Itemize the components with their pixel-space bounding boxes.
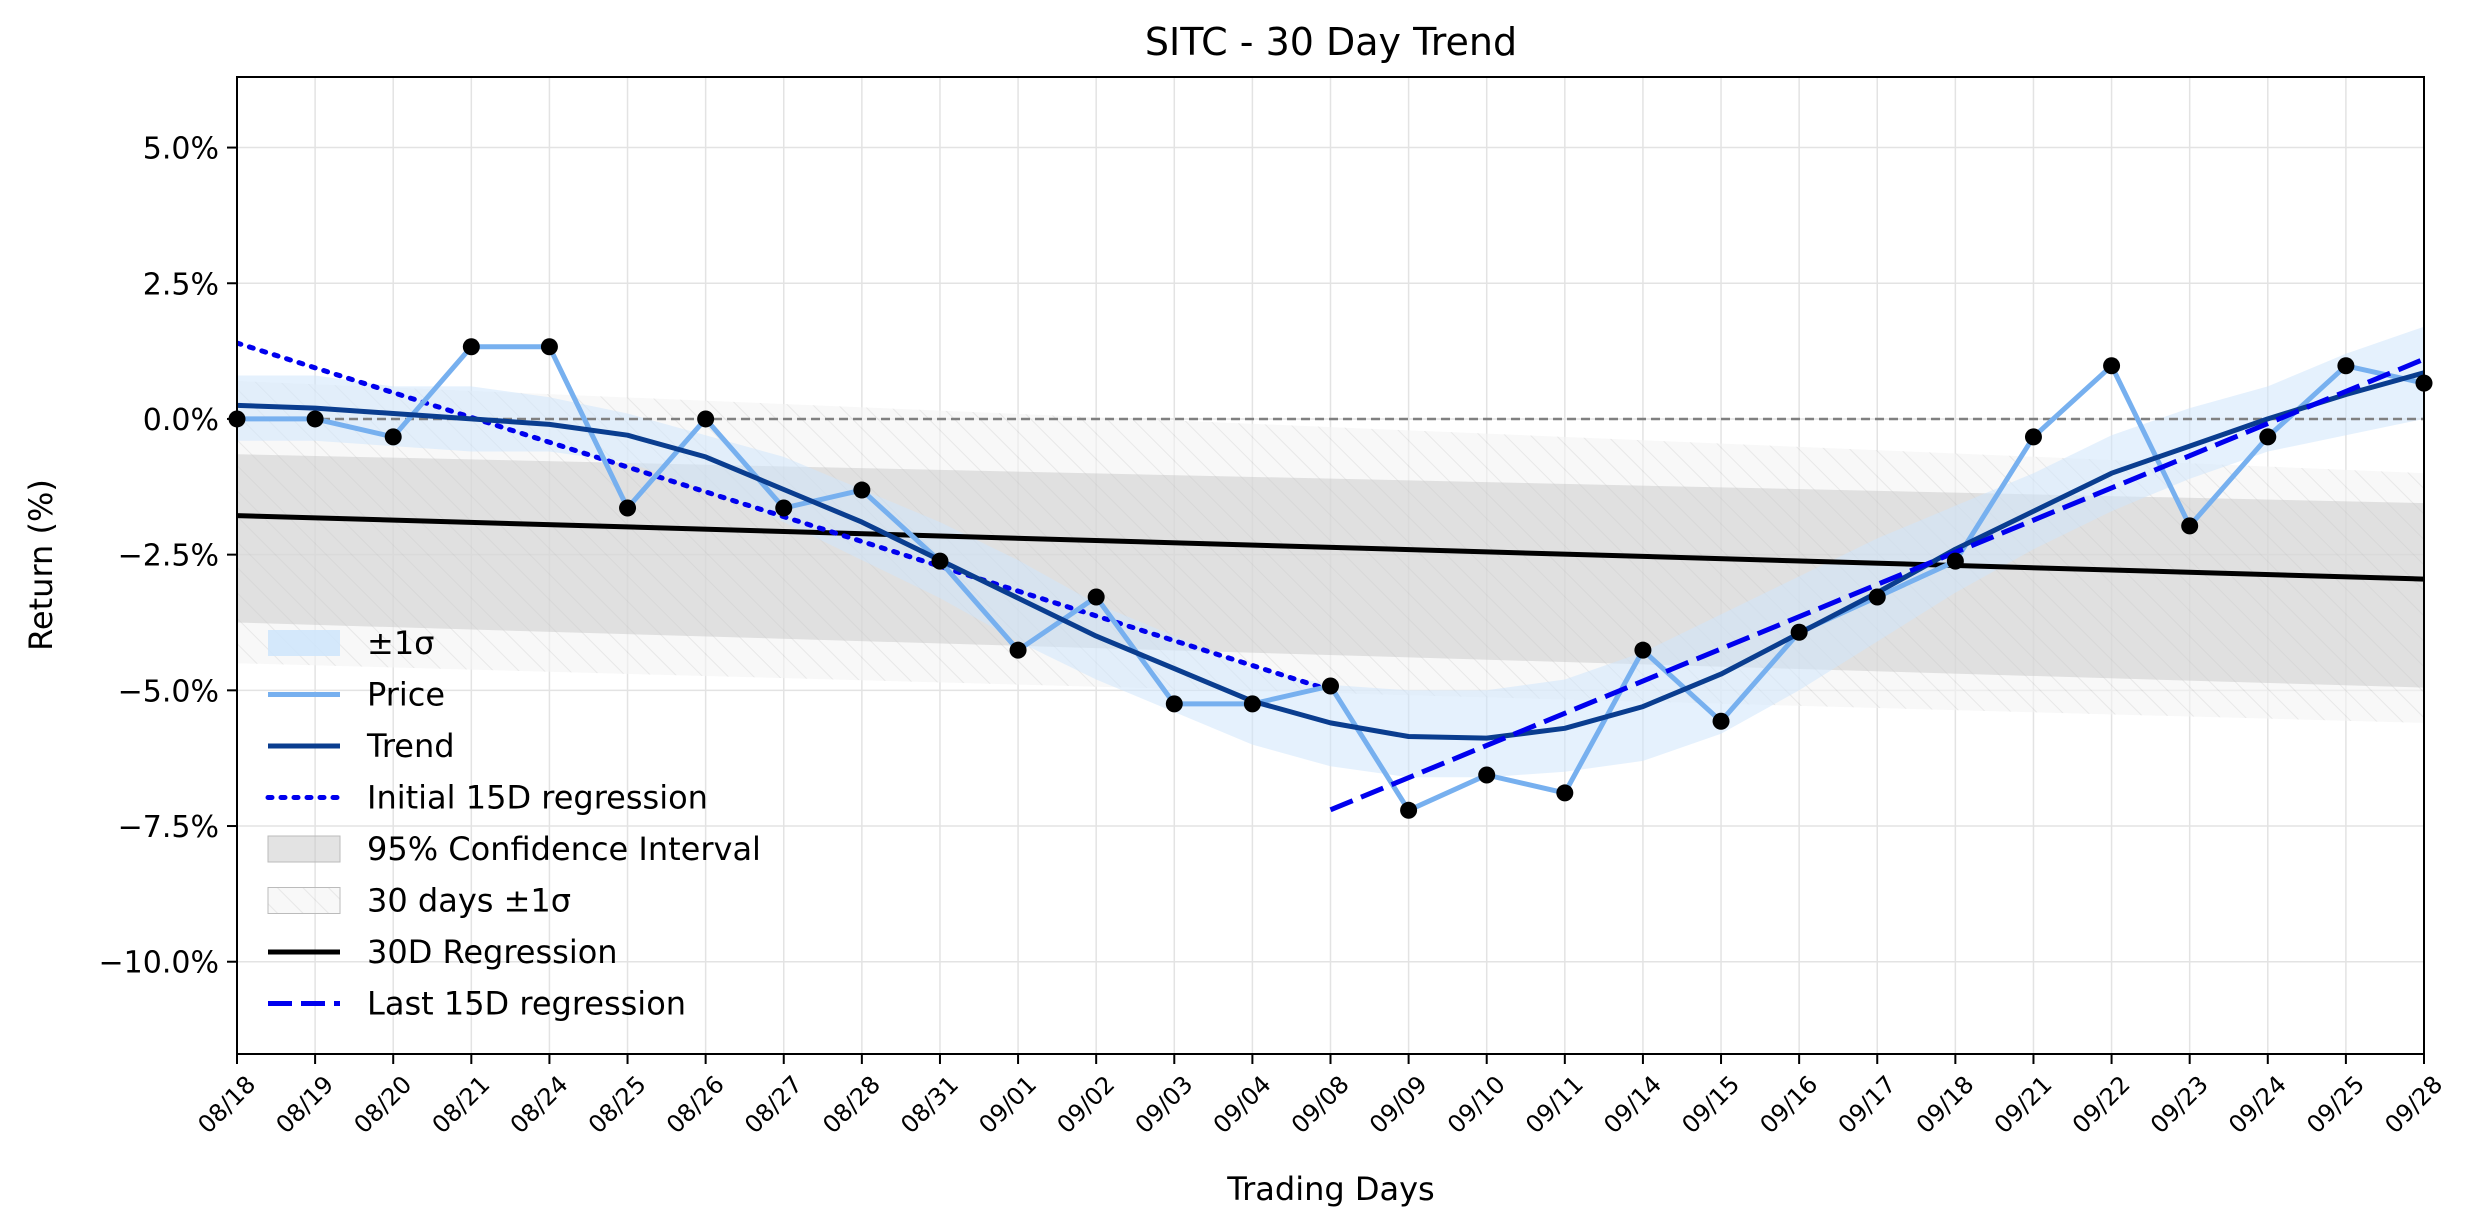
x-tick-label: 08/26	[661, 1070, 730, 1139]
price-point	[2103, 357, 2121, 375]
x-tick-label: 09/10	[1442, 1070, 1511, 1139]
x-tick-label: 09/14	[1598, 1070, 1667, 1139]
legend-item-30-days-1: 30 days ±1σ	[267, 882, 571, 920]
price-point	[2024, 428, 2042, 446]
x-tick-label: 08/28	[817, 1070, 886, 1139]
price-point	[2181, 517, 2199, 535]
price-point	[1087, 588, 1105, 606]
x-tick-label: 09/04	[1208, 1070, 1277, 1139]
price-point	[2337, 357, 2355, 375]
x-tick-label: 09/23	[2145, 1070, 2214, 1139]
price-point	[853, 481, 871, 499]
legend-item-30d-regression: 30D Regression	[268, 933, 618, 971]
x-tick-label: 09/24	[2223, 1070, 2292, 1139]
x-tick-label: 09/28	[2379, 1070, 2448, 1139]
x-tick-label: 09/08	[1286, 1070, 1355, 1139]
price-point	[1556, 784, 1574, 802]
x-tick-label: 08/21	[427, 1070, 496, 1139]
y-tick-label: 2.5%	[143, 267, 219, 302]
x-tick-label: 09/02	[1052, 1070, 1121, 1139]
chart-title: SITC - 30 Day Trend	[1145, 20, 1517, 64]
legend-swatch	[268, 630, 340, 656]
y-tick-label: 0.0%	[143, 403, 219, 438]
legend-label: 30 days ±1σ	[367, 882, 571, 920]
x-tick-label: 08/24	[505, 1070, 574, 1139]
x-tick-label: 09/17	[1833, 1070, 1902, 1139]
x-axis-label: Trading Days	[1226, 1170, 1434, 1208]
x-tick-label: 09/22	[2067, 1070, 2136, 1139]
x-tick-label: 08/18	[192, 1070, 261, 1139]
y-axis-label: Return (%)	[22, 479, 60, 651]
legend-label: Initial 15D regression	[367, 779, 708, 817]
legend-swatch	[267, 887, 341, 914]
legend-item-trend: Trend	[268, 727, 455, 765]
x-tick-label: 09/09	[1364, 1070, 1433, 1139]
price-point	[384, 428, 402, 446]
legend-item-initial-15d-regression: Initial 15D regression	[265, 779, 708, 817]
series-line-30d-regression	[237, 513, 2424, 582]
price-point	[775, 499, 793, 517]
legend-label: Trend	[366, 727, 455, 765]
series-line-initial-15d-regression	[237, 340, 1333, 693]
x-axis-ticks: 08/18 08/19 08/20 08/21 08/24 08/25 08/26 08/27…	[192, 1054, 2448, 1139]
x-tick-label: 09/01	[973, 1070, 1042, 1139]
price-point	[540, 338, 558, 356]
price-point	[1946, 552, 1964, 570]
legend-item-price: Price	[268, 676, 445, 714]
x-tick-label: 09/03	[1130, 1070, 1199, 1139]
y-tick-label: −2.5%	[118, 539, 219, 574]
price-point	[931, 552, 949, 570]
price-point	[1634, 641, 1652, 659]
price-point	[1478, 766, 1496, 784]
legend: ±1σ Price Trend Initial 15D regression 95% C…	[265, 624, 761, 1023]
y-tick-label: −7.5%	[118, 810, 219, 845]
y-tick-label: 5.0%	[143, 132, 219, 167]
legend-item-last-15d-regression: Last 15D regression	[268, 985, 686, 1023]
x-tick-label: 08/31	[895, 1070, 964, 1139]
legend-label: 30D Regression	[367, 933, 618, 971]
price-point	[1322, 677, 1339, 695]
x-tick-label: 09/11	[1520, 1070, 1589, 1139]
price-point	[1400, 801, 1418, 819]
price-point	[1243, 695, 1261, 713]
x-tick-label: 09/16	[1755, 1070, 1824, 1139]
x-tick-label: 09/18	[1911, 1070, 1980, 1139]
price-point	[1165, 695, 1183, 713]
price-point	[1712, 712, 1730, 730]
price-point	[2259, 428, 2277, 446]
x-tick-label: 09/15	[1676, 1070, 1745, 1139]
price-point	[306, 410, 324, 428]
price-point	[619, 499, 637, 517]
x-tick-label: 09/25	[2301, 1070, 2370, 1139]
price-point	[697, 410, 715, 428]
legend-label: Price	[367, 676, 445, 714]
x-tick-label: 08/19	[271, 1070, 340, 1139]
legend-swatch	[267, 835, 341, 863]
price-point	[1009, 641, 1027, 659]
legend-label: Last 15D regression	[367, 985, 686, 1023]
x-tick-label: 08/27	[739, 1070, 808, 1139]
legend-label: 95% Confidence Interval	[367, 830, 761, 868]
x-tick-label: 08/25	[583, 1070, 652, 1139]
y-tick-label: −10.0%	[99, 946, 219, 981]
y-axis-ticks: 5.0% 2.5% 0.0% −2.5% −5.0% −7.5% −10.0%	[99, 132, 237, 981]
y-tick-label: −5.0%	[118, 674, 219, 709]
price-point	[1790, 623, 1808, 641]
series-line-trend	[237, 370, 2424, 741]
price-point	[462, 338, 480, 356]
price-markers	[228, 338, 2433, 819]
legend-item-1: ±1σ	[268, 624, 434, 662]
legend-label: ±1σ	[367, 624, 434, 662]
x-tick-label: 08/20	[349, 1070, 418, 1139]
price-point	[1868, 588, 1886, 606]
legend-item-95-confidence-interval: 95% Confidence Interval	[267, 830, 761, 868]
x-tick-label: 09/21	[1989, 1070, 2058, 1139]
